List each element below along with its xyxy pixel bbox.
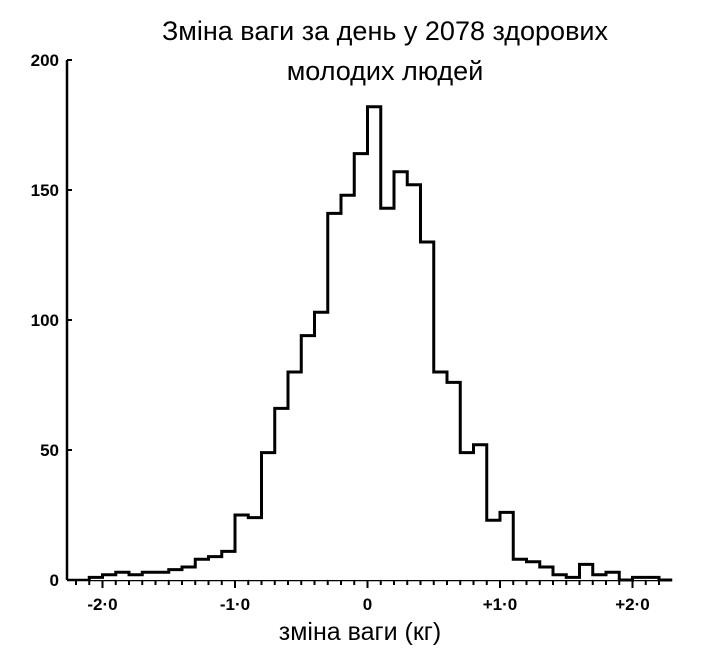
histogram-bar xyxy=(115,572,129,580)
histogram-bar xyxy=(195,559,209,580)
histogram-bar xyxy=(327,213,341,580)
y-tick-label: 200 xyxy=(31,51,59,70)
histogram-bar xyxy=(168,569,182,580)
histogram-outline xyxy=(87,105,673,582)
histogram-bar xyxy=(142,572,156,580)
histogram-bar xyxy=(407,184,421,581)
x-axis-label: зміна ваги (кг) xyxy=(278,618,442,646)
histogram-bars xyxy=(87,105,673,582)
histogram-bar xyxy=(473,444,487,580)
histogram-bar xyxy=(288,372,302,580)
histogram-bar xyxy=(579,564,593,580)
histogram-bar xyxy=(102,574,116,580)
histogram-bar xyxy=(248,517,262,580)
histogram-bar xyxy=(394,171,408,581)
x-tick-label: 0 xyxy=(363,595,372,614)
histogram-bar xyxy=(261,452,275,580)
histogram-bar xyxy=(513,559,527,580)
histogram-bar xyxy=(380,208,394,580)
y-tick-label: 100 xyxy=(31,311,59,330)
histogram-bar xyxy=(221,551,235,580)
histogram-bar xyxy=(155,572,169,580)
histogram-bar xyxy=(301,335,315,580)
histogram-bar xyxy=(606,572,620,580)
histogram-bar xyxy=(486,520,500,580)
y-tick-label: 150 xyxy=(31,181,59,200)
x-tick-label: -2·0 xyxy=(87,595,117,614)
histogram-bar xyxy=(235,515,249,580)
histogram-bar xyxy=(460,452,474,580)
histogram-bar xyxy=(539,567,553,580)
histogram-bar xyxy=(341,195,355,580)
histogram-bar xyxy=(208,556,222,580)
y-tick-label: 0 xyxy=(50,571,59,590)
tick-labels: 0 50 100 150 200 -2·0 -1·0 0 +1·0 +2·0 xyxy=(31,51,650,614)
histogram-bar xyxy=(274,408,288,580)
histogram-bar xyxy=(182,567,196,580)
x-tick-label: -1·0 xyxy=(220,595,250,614)
x-tick-label: +2·0 xyxy=(615,595,650,614)
histogram-bar xyxy=(526,561,540,580)
histogram-bar xyxy=(500,512,514,580)
y-tick-label: 50 xyxy=(40,441,59,460)
histogram-bar xyxy=(354,153,368,580)
histogram-bar xyxy=(314,312,328,580)
histogram-bar xyxy=(592,574,606,580)
histogram-bar xyxy=(420,242,434,580)
chart-title-line-1: Зміна ваги за день у 2078 здорових xyxy=(161,16,608,46)
histogram-bar xyxy=(447,382,461,580)
histogram-bar xyxy=(553,574,567,580)
histogram-bar xyxy=(129,574,143,580)
x-tick-label: +1·0 xyxy=(483,595,518,614)
chart-title-line-2: молодих людей xyxy=(286,56,484,86)
histogram-bar xyxy=(433,372,447,580)
histogram-bar xyxy=(367,106,381,581)
